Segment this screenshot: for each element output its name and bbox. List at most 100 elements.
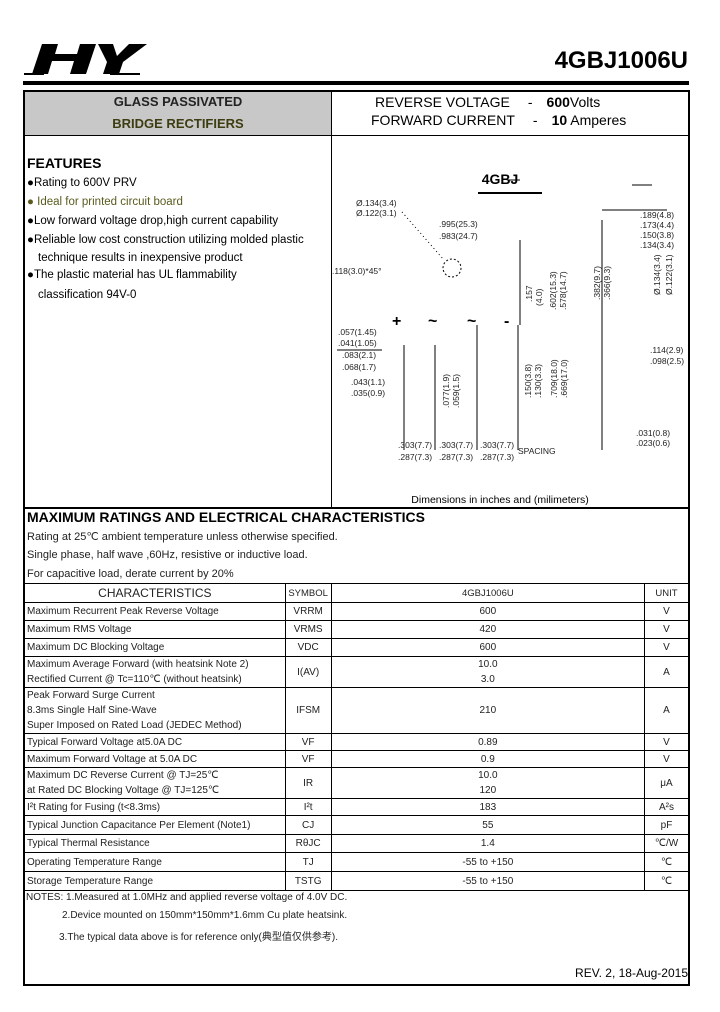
header-symbol: SYMBOL <box>284 583 332 603</box>
dim-label: .303(7.7) <box>480 440 514 450</box>
dim-label: .303(7.7) <box>439 440 473 450</box>
hy-logo <box>24 44 147 75</box>
cell-unit: V <box>644 620 689 639</box>
title-block-left: GLASS PASSIVATED BRIDGE RECTIFIERS <box>25 92 331 135</box>
cell-value-line: -55 to +150 <box>462 875 514 887</box>
pin-ac: ~ <box>428 313 437 330</box>
cell-characteristic-line: Maximum RMS Voltage <box>27 624 132 635</box>
features-title: FEATURES <box>27 155 102 171</box>
cell-unit: V <box>644 638 689 657</box>
dim-label: .114(2.9) <box>650 345 684 355</box>
dim-label: .602(15.3) <box>548 271 558 310</box>
cell-value: 10.0 3.0 <box>330 656 646 688</box>
feature-item: ●Reliable low cost construction utilizin… <box>27 234 304 246</box>
cell-value-line: 600 <box>479 642 497 653</box>
dim-label: Ø.122(3.1) <box>356 208 397 218</box>
cell-value: -55 to +150 <box>330 871 646 891</box>
cell-symbol: VRMS <box>284 620 332 639</box>
cell-value: 600 <box>330 638 646 657</box>
dim-label: .189(4.8) <box>640 210 674 220</box>
divider <box>331 92 332 508</box>
cell-symbol: IR <box>284 767 332 799</box>
dim-label: .157 <box>524 285 534 302</box>
divider <box>24 507 690 509</box>
cell-unit: ℃ <box>644 852 689 872</box>
ratings-note: For capacitive load, derate current by 2… <box>27 568 234 580</box>
package-dimension-drawing: 4GBJ Ø.134(3.4) Ø.122(3.1) .995(25.3) .9… <box>332 171 684 506</box>
cell-characteristic: Maximum DC Reverse Current @ TJ=25℃ at Ra… <box>24 767 286 799</box>
pin-minus: - <box>504 313 509 330</box>
dim-label: .150(3.8) <box>640 230 674 240</box>
cell-characteristic-line: Maximum DC Reverse Current @ TJ=25℃ <box>27 770 219 781</box>
cell-unit: pF <box>644 815 689 835</box>
cell-characteristic-line: Operating Temperature Range <box>27 856 162 868</box>
cell-symbol: CJ <box>284 815 332 835</box>
dim-label: .043(1.1) <box>351 377 385 387</box>
dim-label: .669(17.0) <box>559 359 569 398</box>
cell-value: 420 <box>330 620 646 639</box>
cell-characteristic-line: Super Imposed on Rated Load (JEDEC Metho… <box>27 720 242 731</box>
table-row: Maximum Recurrent Peak Reverse Voltage VR… <box>24 602 689 621</box>
cell-characteristic: Maximum Forward Voltage at 5.0A DC <box>24 750 286 768</box>
cell-unit: A²s <box>644 798 689 816</box>
table-header: CHARACTERISTICS SYMBOL 4GBJ1006U UNIT <box>24 583 689 603</box>
cell-symbol: VF <box>284 750 332 768</box>
dim-label: .150(3.8) <box>523 364 533 398</box>
cell-value: 210 <box>330 687 646 734</box>
cell-value-line: -55 to +150 <box>462 856 514 868</box>
cell-characteristic: Storage Temperature Range <box>24 871 286 891</box>
cell-characteristic: Peak Forward Surge Current 8.3ms Single H… <box>24 687 286 734</box>
dim-label: .173(4.4) <box>640 220 674 230</box>
cell-value: 0.9 <box>330 750 646 768</box>
dim-label: .287(7.3) <box>480 452 514 462</box>
table-row: Storage Temperature Range TSTG -55 to +150… <box>24 871 689 891</box>
table-row: I²t Rating for Fusing (t<8.3ms) I²t 183 A²s <box>24 798 689 816</box>
pin-ac: ~ <box>467 313 476 330</box>
cell-symbol: IFSM <box>284 687 332 734</box>
note: 3.The typical data above is for referenc… <box>59 932 338 943</box>
cell-value-line: 55 <box>482 819 494 831</box>
cell-value: 600 <box>330 602 646 621</box>
dim-label: .303(7.7) <box>398 440 432 450</box>
dim-label: Ø.134(3.4) <box>356 198 397 208</box>
cell-characteristic-line: Maximum Average Forward (with heatsink N… <box>27 659 249 670</box>
dim-label: .068(1.7) <box>342 362 376 372</box>
part-number: 4GBJ1006U <box>554 47 688 74</box>
dim-label: .995(25.3) <box>439 219 478 229</box>
table-row: Maximum DC Blocking Voltage VDC 600 V <box>24 638 689 657</box>
cell-value-line: 183 <box>479 801 497 813</box>
table-row: Maximum Forward Voltage at 5.0A DC VF 0.9 V <box>24 750 689 768</box>
dim-label: .134(3.4) <box>640 240 674 250</box>
dim-label: .287(7.3) <box>439 452 473 462</box>
cell-value-line: 0.89 <box>478 736 498 748</box>
cell-value: 183 <box>330 798 646 816</box>
cell-unit: A <box>644 687 689 734</box>
dim-label: .130(3.3) <box>533 364 543 398</box>
cell-unit: ℃ <box>644 871 689 891</box>
ratings-note: Single phase, half wave ,60Hz, resistive… <box>27 549 308 561</box>
cell-unit: V <box>644 750 689 768</box>
revision: REV. 2, 18-Aug-2015 <box>575 966 688 980</box>
pin-plus: + <box>392 313 401 330</box>
cell-characteristic-line: Typical Forward Voltage at5.0A DC <box>27 736 183 748</box>
cell-value-line: 1.4 <box>480 838 495 849</box>
cell-value-line: 420 <box>479 624 497 635</box>
cell-characteristic-line: Peak Forward Surge Current <box>27 690 155 701</box>
cell-characteristic-line: Maximum Recurrent Peak Reverse Voltage <box>27 606 219 617</box>
cell-characteristic: Maximum RMS Voltage <box>24 620 286 639</box>
datasheet-frame <box>23 90 690 986</box>
dim-label: .057(1.45) <box>338 327 377 337</box>
package-name: 4GBJ <box>482 171 519 187</box>
dim-label: .118(3.0)*45° <box>332 266 382 276</box>
cell-value: 0.89 <box>330 733 646 751</box>
header-unit: UNIT <box>644 583 689 603</box>
feature-item: ●The plastic material has UL flammabilit… <box>27 269 237 281</box>
dim-label: .709(18.0) <box>549 359 559 398</box>
note: NOTES: 1.Measured at 1.0MHz and applied … <box>26 892 348 903</box>
cell-unit: μA <box>644 767 689 799</box>
cell-value: 10.0 120 <box>330 767 646 799</box>
cell-value: 55 <box>330 815 646 835</box>
dim-label: SPACING <box>518 446 556 456</box>
cell-value-line: 210 <box>479 705 497 716</box>
ratings-title: MAXIMUM RATINGS AND ELECTRICAL CHARACTER… <box>27 509 425 525</box>
